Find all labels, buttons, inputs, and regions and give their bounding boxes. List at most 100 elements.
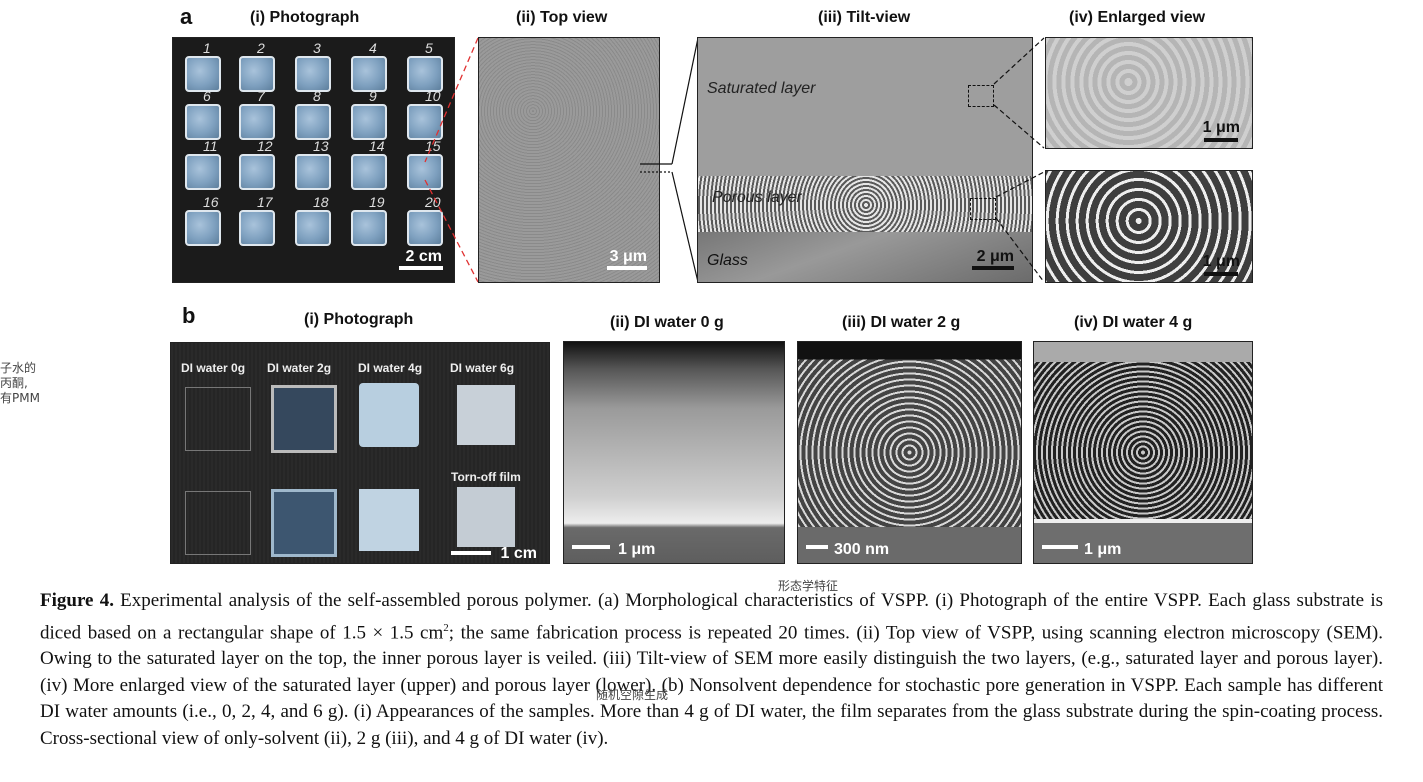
sample-number: 8 bbox=[313, 88, 321, 104]
left-annotation-line: 丙酮, bbox=[0, 376, 28, 390]
label-torn-off-film: Torn-off film bbox=[451, 470, 521, 484]
sample-number: 14 bbox=[369, 138, 385, 154]
scale-bar bbox=[1204, 138, 1238, 142]
panel-b-sem-2g: 300 nm bbox=[797, 341, 1022, 564]
panel-b-letter: b bbox=[182, 303, 196, 328]
scale-label-b-photo: 1 cm bbox=[500, 545, 537, 562]
sample-number: 2 bbox=[257, 40, 265, 56]
sample-number: 9 bbox=[369, 88, 377, 104]
sample-number: 7 bbox=[257, 88, 265, 104]
scale-bar bbox=[806, 545, 828, 549]
zoom-lines-red bbox=[424, 37, 479, 283]
scale-bar bbox=[607, 266, 647, 270]
panel-a-tilt-view-sem: Saturated layer Porous layer Glass 2 μm bbox=[697, 37, 1033, 283]
scale-bar bbox=[1042, 545, 1078, 549]
sample-square bbox=[295, 104, 331, 140]
zoom-box-upper bbox=[968, 85, 994, 107]
annotation-morph: 形态学特征 bbox=[778, 579, 839, 593]
porous-layer-texture bbox=[698, 176, 1032, 234]
sample-square bbox=[295, 210, 331, 246]
sample-number: 12 bbox=[257, 138, 273, 154]
sample-square bbox=[239, 154, 275, 190]
zoom-lines-enlarged bbox=[993, 37, 1045, 283]
sample-number: 17 bbox=[257, 194, 273, 210]
annotation-random: 随机空隙生成 bbox=[596, 688, 669, 702]
sample-number: 1 bbox=[203, 40, 211, 56]
left-annotation-line: 子水的 bbox=[0, 361, 37, 375]
sample-number: 16 bbox=[203, 194, 219, 210]
caption-text-1: Experimental analysis of the self-assemb… bbox=[40, 590, 1383, 643]
panel-a-enlarged-porous: 1 μm bbox=[1045, 170, 1253, 283]
panel-b-sem-4g: 1 μm bbox=[1033, 341, 1253, 564]
sample-2g-1 bbox=[271, 385, 337, 453]
glass-label: Glass bbox=[707, 252, 748, 269]
sample-0g-2 bbox=[185, 491, 251, 555]
panel-b-title-2g: (iii) DI water 2 g bbox=[842, 314, 961, 331]
sample-square bbox=[185, 104, 221, 140]
sample-square bbox=[351, 210, 387, 246]
scale-label-top: 3 μm bbox=[609, 248, 647, 265]
scale-label-4g: 1 μm bbox=[1084, 541, 1122, 558]
sample-square bbox=[185, 56, 221, 92]
porous-layer-label: Porous layer bbox=[712, 189, 802, 206]
sample-square bbox=[407, 210, 443, 246]
panel-b-title-photograph: (i) Photograph bbox=[304, 311, 414, 328]
glass-texture bbox=[698, 232, 1032, 282]
sample-number: 20 bbox=[425, 194, 441, 210]
panel-a-title-top-view: (ii) Top view bbox=[516, 9, 608, 26]
sample-number: 5 bbox=[425, 40, 433, 56]
sample-number: 3 bbox=[313, 40, 321, 56]
sample-square bbox=[295, 56, 331, 92]
panel-b-title-0g: (ii) DI water 0 g bbox=[610, 314, 724, 331]
panel-b-photograph: DI water 0g DI water 2g DI water 4g DI w… bbox=[170, 342, 550, 564]
scale-bar bbox=[572, 545, 610, 549]
caption-text-2: ; the same fabrication process is repeat… bbox=[40, 621, 1383, 749]
sample-square bbox=[239, 210, 275, 246]
zoom-lines-black bbox=[640, 37, 699, 283]
panel-a-photograph: 1 2 3 4 5 6 7 8 9 10 11 12 13 14 15 16 17 18 19 20 2 cm bbox=[172, 37, 455, 283]
panel-a-title-photograph: (i) Photograph bbox=[250, 9, 360, 26]
panel-b-title-4g: (iv) DI water 4 g bbox=[1074, 314, 1193, 331]
figure-caption: Figure 4. Experimental analysis of the s… bbox=[40, 588, 1383, 752]
label-di-water-4g: DI water 4g bbox=[358, 361, 423, 375]
scale-bar bbox=[1204, 272, 1238, 276]
panel-a-enlarged-saturated: 1 μm bbox=[1045, 37, 1253, 149]
caption-sup: 2 bbox=[443, 621, 449, 634]
scale-bar bbox=[399, 266, 443, 270]
panel-a-title-tilt-view: (iii) Tilt-view bbox=[818, 9, 911, 26]
scale-label-0g: 1 μm bbox=[618, 541, 656, 558]
caption-label: Figure 4. bbox=[40, 590, 114, 611]
sample-square bbox=[185, 154, 221, 190]
sample-number: 15 bbox=[425, 138, 441, 154]
sample-number: 18 bbox=[313, 194, 329, 210]
panel-a-letter: a bbox=[180, 4, 193, 29]
scale-label-tilt: 2 μm bbox=[976, 248, 1014, 265]
sample-4g-2 bbox=[359, 489, 419, 551]
substrate bbox=[1034, 519, 1252, 563]
label-di-water-0g: DI water 0g bbox=[181, 361, 246, 375]
sample-square bbox=[407, 154, 443, 190]
scale-label-photo: 2 cm bbox=[405, 248, 442, 265]
saturated-layer-label: Saturated layer bbox=[707, 80, 816, 97]
sample-square bbox=[239, 56, 275, 92]
scale-label-2g: 300 nm bbox=[834, 541, 890, 558]
sample-6g-1 bbox=[457, 385, 515, 445]
sample-number: 10 bbox=[425, 88, 441, 104]
sample-square bbox=[351, 56, 387, 92]
sample-0g-1 bbox=[185, 387, 251, 451]
sample-square bbox=[351, 154, 387, 190]
sample-number: 13 bbox=[313, 138, 329, 154]
left-annotation: 子水的 丙酮, 有PMM bbox=[0, 361, 40, 406]
sample-number: 6 bbox=[203, 88, 211, 104]
sample-square bbox=[351, 104, 387, 140]
substrate bbox=[798, 527, 1021, 563]
scale-label-enlarged-top: 1 μm bbox=[1202, 119, 1240, 136]
sample-4g-1 bbox=[359, 383, 419, 447]
sample-square bbox=[239, 104, 275, 140]
scale-bar bbox=[451, 551, 491, 555]
sample-square bbox=[407, 56, 443, 92]
panel-a-title-enlarged-view: (iv) Enlarged view bbox=[1069, 9, 1206, 26]
sample-square bbox=[185, 210, 221, 246]
left-annotation-line: 有PMM bbox=[0, 391, 40, 405]
zoom-box-lower bbox=[970, 198, 996, 220]
